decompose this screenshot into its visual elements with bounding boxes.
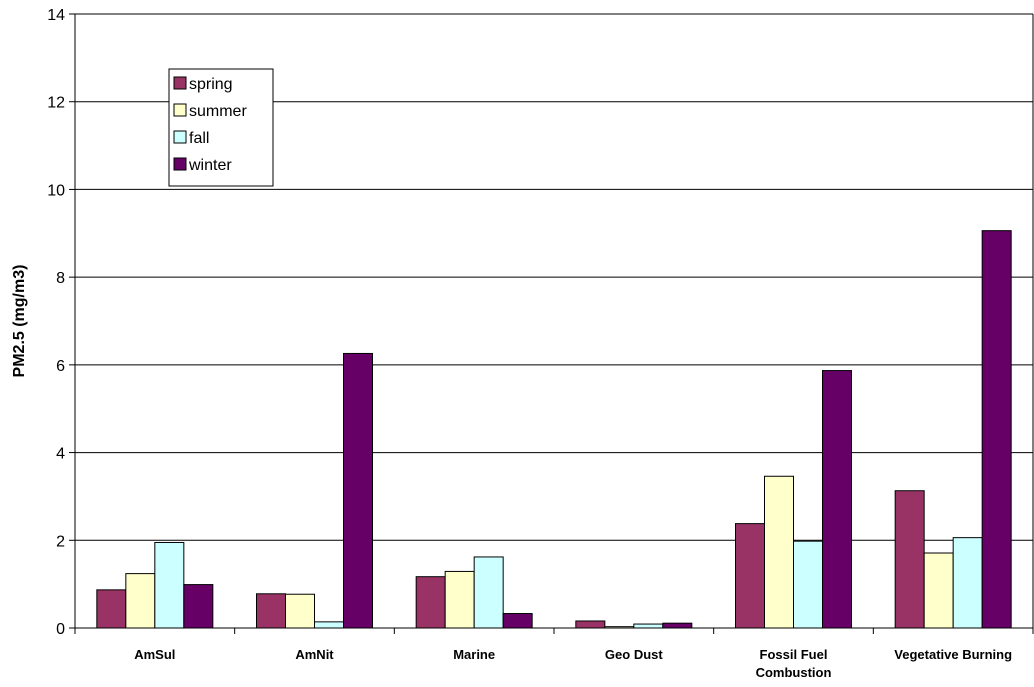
x-category-label: Geo Dust xyxy=(605,647,663,662)
y-tick-label: 2 xyxy=(56,533,65,550)
axes xyxy=(69,13,1034,634)
bar-fall xyxy=(314,621,344,629)
y-tick-labels: 0 2 4 6 8 10 12 14 xyxy=(47,7,65,638)
bar-fall xyxy=(154,541,185,629)
x-category-labels: AmSul AmNit Marine Geo Dust Fossil Fuel Combu… xyxy=(134,647,1012,680)
bar-fall xyxy=(633,623,664,629)
bar-spring xyxy=(415,576,446,629)
bar-winter xyxy=(343,352,373,629)
bar-summer xyxy=(444,570,475,629)
bar-summer xyxy=(285,593,315,629)
legend-swatch-winter xyxy=(173,157,187,171)
x-category-label: Fossil Fuel xyxy=(760,647,828,662)
bar-spring xyxy=(894,490,925,629)
bar-spring xyxy=(96,589,127,629)
x-category-label: Combustion xyxy=(756,665,832,680)
bar-spring xyxy=(575,620,606,629)
bars xyxy=(96,230,1012,629)
legend-label-summer: summer xyxy=(189,103,247,120)
legend-label-winter: winter xyxy=(188,157,232,174)
y-tick-label: 4 xyxy=(56,446,65,463)
legend-swatch-fall xyxy=(173,130,187,144)
bar-winter xyxy=(981,230,1012,629)
legend-swatch-spring xyxy=(173,76,187,90)
bar-summer xyxy=(125,573,156,629)
bar-spring xyxy=(256,593,286,629)
bar-winter xyxy=(822,370,852,629)
legend-swatch-summer xyxy=(173,103,187,117)
bar-winter xyxy=(183,584,214,629)
legend: spring summer fall winter xyxy=(168,68,274,187)
bar-summer xyxy=(923,552,954,629)
bar-spring xyxy=(735,523,765,629)
legend-label-fall: fall xyxy=(189,130,209,147)
x-category-label: AmNit xyxy=(295,647,334,662)
y-tick-label: 10 xyxy=(47,182,65,199)
y-tick-label: 14 xyxy=(47,7,65,24)
bar-winter xyxy=(662,622,693,629)
bar-fall xyxy=(793,540,823,629)
y-tick-label: 0 xyxy=(56,621,65,638)
legend-label-spring: spring xyxy=(189,76,233,93)
y-axis-title: PM2.5 (mg/m3) xyxy=(11,265,28,378)
y-tick-label: 8 xyxy=(56,270,65,287)
x-category-label: Vegetative Burning xyxy=(894,647,1012,662)
x-category-label: Marine xyxy=(453,647,495,662)
bar-summer xyxy=(764,475,794,629)
bar-fall xyxy=(473,556,504,629)
x-category-label: AmSul xyxy=(134,647,175,662)
y-tick-label: 6 xyxy=(56,358,65,375)
bar-fall xyxy=(952,537,983,629)
y-tick-label: 12 xyxy=(47,95,65,112)
bar-winter xyxy=(502,613,533,629)
